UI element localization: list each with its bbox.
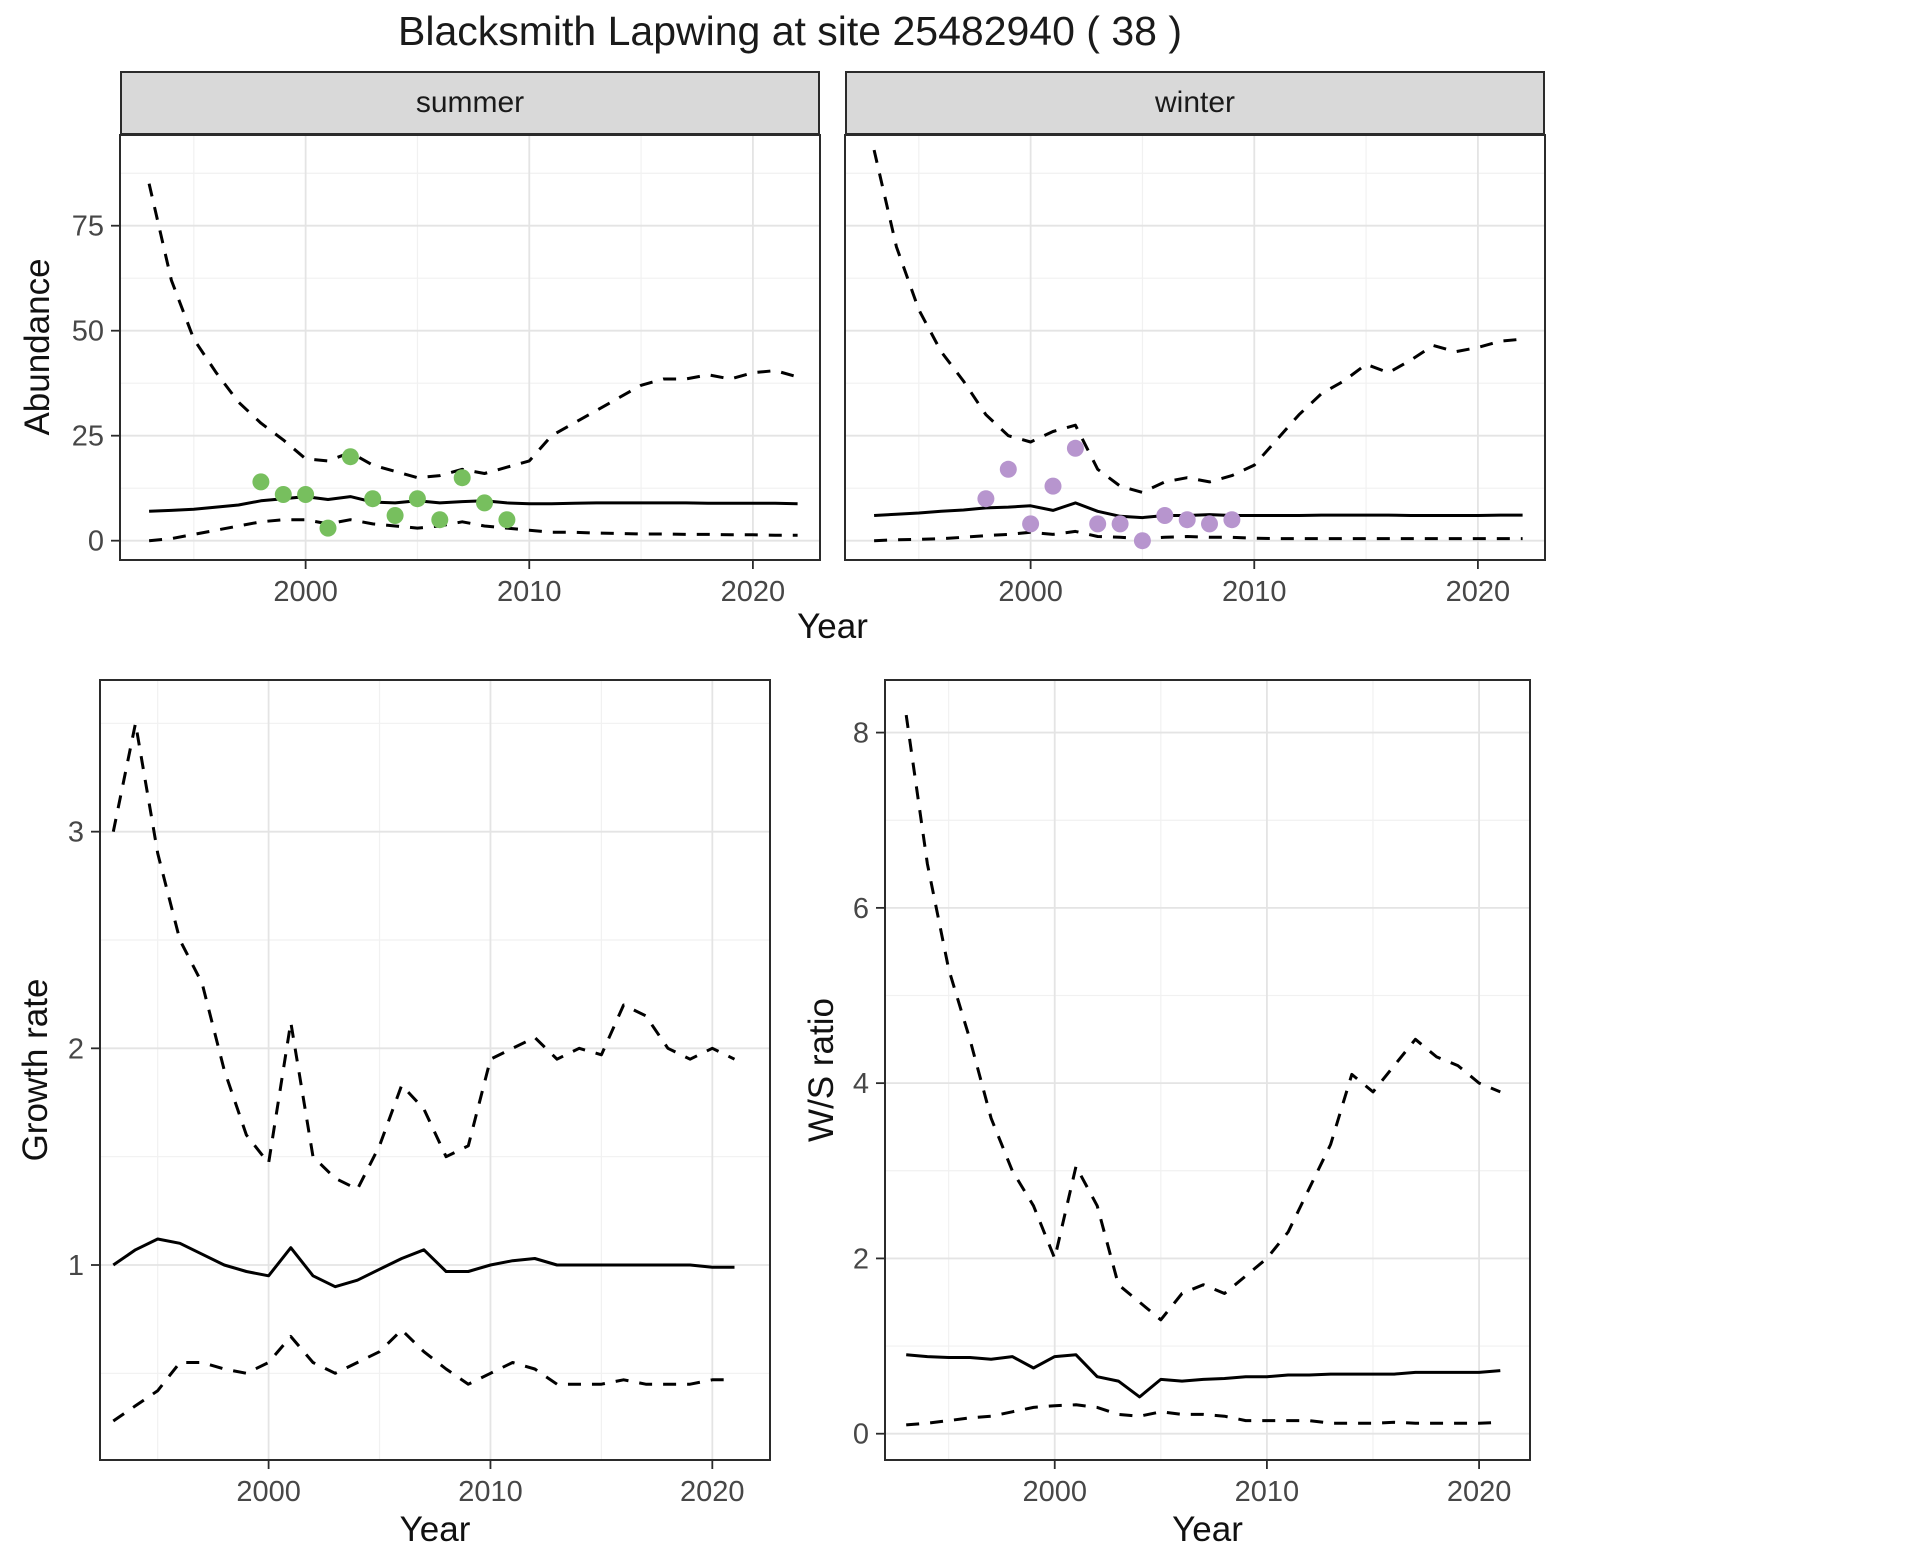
x-tick-label: 2020 bbox=[1447, 1476, 1512, 1508]
observation-point bbox=[1066, 439, 1084, 457]
panel-border bbox=[99, 679, 771, 1461]
observation-point bbox=[999, 460, 1017, 478]
x-tick-label: 2000 bbox=[998, 576, 1063, 608]
x-tick-label: 2010 bbox=[1222, 576, 1287, 608]
panel-background bbox=[885, 680, 1530, 1460]
observation-point bbox=[1156, 507, 1174, 524]
x-tick-label: 2000 bbox=[1022, 1476, 1087, 1508]
upper-ci-line bbox=[147, 183, 799, 480]
y-tick-label: 4 bbox=[853, 1068, 869, 1100]
panel-background bbox=[120, 135, 820, 560]
y-tick-label: 50 bbox=[72, 316, 104, 348]
y-axis-title-ws-ratio: W/S ratio bbox=[802, 998, 841, 1142]
y-tick-label: 1 bbox=[68, 1250, 84, 1282]
panel-abundance_winter: 2000 2010 2020 bbox=[844, 134, 1546, 608]
x-tick-label: 2020 bbox=[680, 1476, 745, 1508]
panel-background bbox=[845, 135, 1545, 560]
observation-point bbox=[1178, 511, 1196, 529]
y-tick-label: 8 bbox=[853, 718, 869, 750]
observation-point bbox=[977, 490, 995, 508]
observation-point bbox=[408, 490, 426, 508]
upper-ci-line bbox=[111, 721, 736, 1191]
y-tick-label: 0 bbox=[88, 526, 104, 558]
observation-point bbox=[1044, 477, 1062, 495]
upper-ci-line bbox=[904, 714, 1501, 1322]
lower-ci-line bbox=[112, 1328, 735, 1423]
observation-point bbox=[274, 486, 292, 503]
y-axis-title-abundance: Abundance bbox=[18, 258, 57, 436]
panel-border bbox=[844, 134, 1546, 561]
y-tick-label: 3 bbox=[68, 817, 84, 849]
observation-point bbox=[364, 490, 382, 508]
observation-point bbox=[386, 507, 404, 524]
y-tick-label: 2 bbox=[853, 1243, 869, 1275]
median-line bbox=[874, 501, 1523, 520]
panel-abundance_summer: 2000 2010 2020 0 25 50 75 bbox=[72, 134, 821, 608]
observation-point bbox=[1089, 515, 1107, 533]
observation-point bbox=[297, 486, 315, 503]
panel-background bbox=[100, 680, 770, 1460]
y-tick-label: 25 bbox=[72, 421, 104, 453]
observation-point bbox=[341, 448, 359, 466]
observation-point bbox=[453, 469, 471, 487]
panel-border bbox=[884, 679, 1531, 1461]
observation-point bbox=[252, 473, 270, 491]
panel-ws_ratio: 2000 2010 2020 0 2 4 6 8 bbox=[853, 679, 1531, 1508]
y-tick-label: 6 bbox=[853, 893, 869, 925]
x-tick-label: 2000 bbox=[236, 1476, 301, 1508]
facet-strip-summer: summer bbox=[120, 71, 820, 135]
panel-growth_rate: 2000 2010 2020 1 2 3 bbox=[68, 679, 771, 1508]
observation-point bbox=[498, 511, 516, 529]
x-tick-label: 2010 bbox=[497, 576, 562, 608]
observation-point bbox=[1223, 511, 1241, 529]
median-line bbox=[906, 1353, 1501, 1399]
y-axis-title-growth-rate: Growth rate bbox=[16, 978, 55, 1162]
x-axis-title-year-top: Year bbox=[797, 607, 868, 646]
y-tick-label: 0 bbox=[853, 1419, 869, 1451]
x-tick-label: 2020 bbox=[721, 576, 786, 608]
chart-title: Blacksmith Lapwing at site 25482940 ( 38… bbox=[397, 8, 1182, 54]
x-tick-label: 2010 bbox=[458, 1476, 523, 1508]
x-tick-label: 2010 bbox=[1235, 1476, 1300, 1508]
observation-point bbox=[319, 519, 337, 537]
median-line bbox=[112, 1237, 735, 1289]
y-tick-label: 75 bbox=[72, 211, 104, 243]
x-tick-label: 2020 bbox=[1446, 576, 1511, 608]
lower-ci-line bbox=[874, 529, 1523, 543]
panel-border bbox=[119, 134, 821, 561]
x-axis-title-year-growth: Year bbox=[399, 1510, 471, 1549]
upper-ci-line bbox=[872, 149, 1523, 494]
observation-point bbox=[1111, 515, 1129, 533]
observation-point bbox=[1133, 532, 1151, 550]
observation-point bbox=[1022, 515, 1040, 533]
x-tick-label: 2000 bbox=[273, 576, 338, 608]
observation-point bbox=[476, 494, 493, 512]
lower-ci-line bbox=[906, 1403, 1501, 1427]
median-line bbox=[149, 495, 798, 513]
observation-point bbox=[1201, 515, 1218, 533]
y-tick-label: 2 bbox=[68, 1033, 84, 1065]
x-axis-title-year-ws: Year bbox=[1172, 1510, 1243, 1549]
facet-strip-winter: winter bbox=[845, 71, 1545, 135]
observation-point bbox=[431, 511, 449, 529]
